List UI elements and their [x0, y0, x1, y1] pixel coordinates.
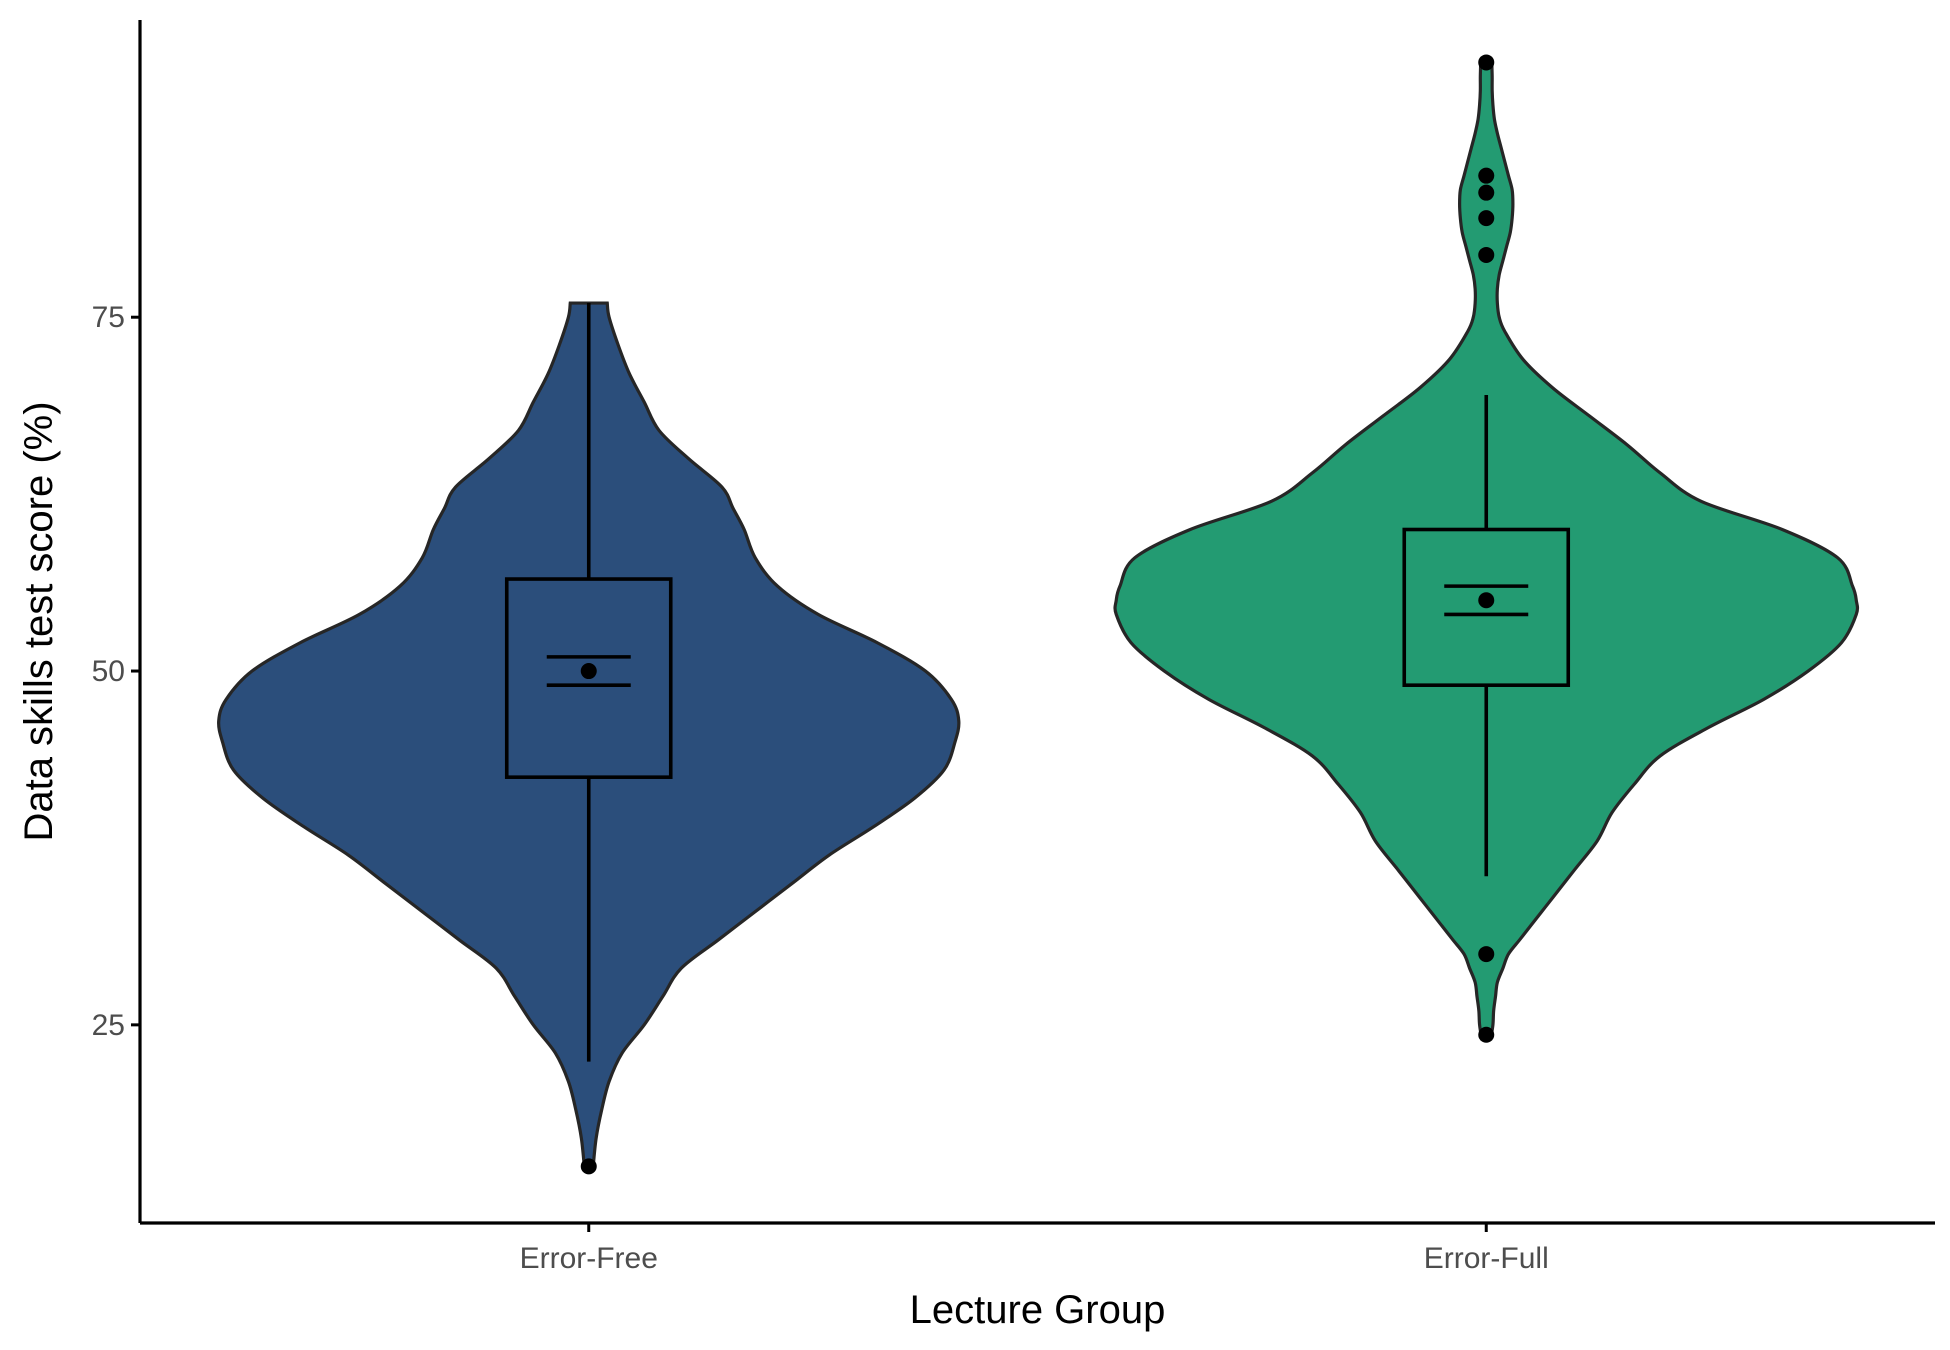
outlier-point: [1478, 167, 1495, 184]
box: [1402, 527, 1571, 687]
outlier-point: [580, 1158, 597, 1175]
violin-group-error-free: [217, 301, 961, 1175]
outlier-point: [1478, 210, 1495, 227]
y-tick-label: 75: [92, 301, 125, 334]
box: [504, 577, 673, 779]
y-tick-label: 25: [92, 1009, 125, 1042]
outlier-point: [1478, 246, 1495, 263]
violin-group-error-full: [1113, 54, 1860, 1043]
x-tick-label: Error-Free: [520, 1242, 658, 1275]
violins-layer: [217, 54, 1860, 1175]
x-axis-title: Lecture Group: [910, 1288, 1166, 1332]
y-tick-label: 50: [92, 655, 125, 688]
x-tick-label: Error-Full: [1424, 1242, 1549, 1275]
outlier-point: [1478, 54, 1495, 71]
outlier-point: [1478, 184, 1495, 201]
y-axis-ticks: 25 50 75: [92, 301, 140, 1042]
violin-shape: [1113, 60, 1860, 1041]
outlier-point: [1478, 946, 1495, 963]
outlier-point: [1478, 1026, 1495, 1043]
mean-point: [580, 663, 597, 680]
mean-point: [1478, 592, 1495, 609]
x-axis-ticks: Error-Free Error-Full: [520, 1223, 1549, 1275]
y-axis-title: Data skills test score (%): [17, 401, 61, 841]
